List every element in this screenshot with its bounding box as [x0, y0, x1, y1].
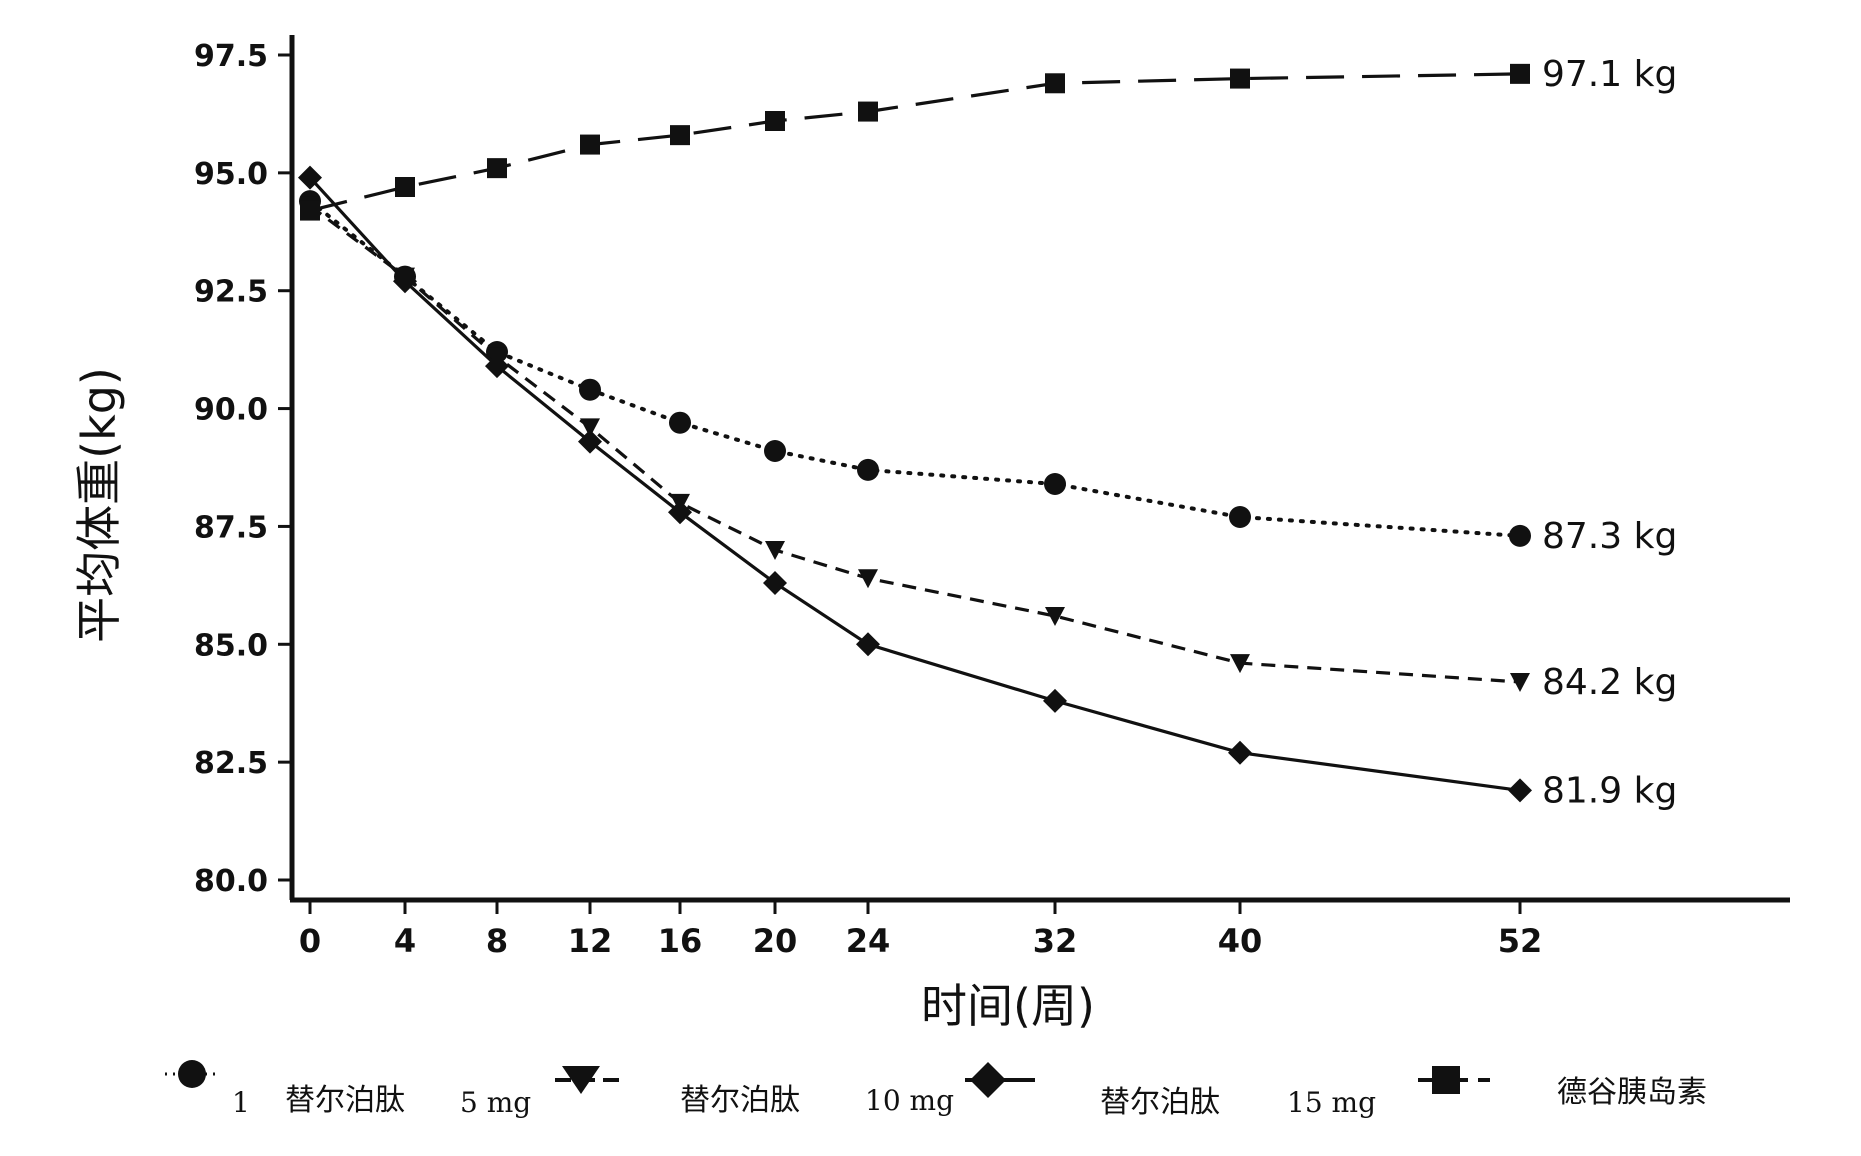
y-tick-label: 97.5 — [194, 39, 268, 74]
data-point-circle — [579, 378, 601, 401]
data-point-diamond — [668, 500, 692, 525]
legend-dose-3: 10 mg — [865, 1084, 954, 1117]
legend-dose-4: 15 mg — [1287, 1086, 1376, 1119]
data-point-square — [670, 125, 690, 146]
legend-item-square: 15 mg 德谷胰岛素 — [1287, 1066, 1707, 1119]
data-point-diamond — [1228, 740, 1252, 765]
data-point-diamond — [485, 354, 509, 379]
legend-triangle-marker — [562, 1066, 600, 1094]
legend-circle-marker — [178, 1060, 206, 1088]
y-tick-label: 85.0 — [194, 628, 268, 663]
x-tick-label: 24 — [846, 922, 891, 960]
x-tick-label: 4 — [394, 922, 416, 960]
data-point-square — [1045, 73, 1065, 94]
y-tick-label: 82.5 — [194, 746, 268, 781]
y-tick-label: 80.0 — [194, 864, 268, 899]
x-tick-label: 40 — [1218, 922, 1263, 960]
data-point-diamond — [1508, 778, 1532, 803]
data-point-diamond — [1043, 688, 1067, 713]
data-point-triangle — [765, 541, 785, 560]
x-tick-label: 0 — [299, 922, 321, 960]
data-point-diamond — [393, 269, 417, 294]
data-point-square — [580, 134, 600, 155]
plot-area: 80.0 82.5 85.0 87.5 90.0 92.5 95.0 97.5 0 4 8 12 16 2… — [194, 35, 1790, 960]
end-value-label: 81.9 kg — [1542, 770, 1677, 811]
data-point-diamond — [763, 571, 787, 595]
x-axis-label: 时间(周) — [921, 979, 1095, 1033]
x-tick-label: 32 — [1033, 922, 1078, 960]
y-tick-label: 95.0 — [194, 157, 268, 192]
x-tick-label: 12 — [568, 922, 613, 960]
y-tick-label: 90.0 — [194, 393, 268, 428]
data-point-circle — [669, 411, 691, 434]
legend-diamond-marker — [970, 1062, 1006, 1098]
data-point-square — [487, 158, 507, 179]
legend-drug-4: 德谷胰岛素 — [1557, 1075, 1707, 1110]
series-line-square — [309, 72, 1521, 213]
data-point-circle — [764, 440, 786, 462]
end-value-label: 84.2 kg — [1542, 662, 1677, 703]
y-axis-label: 平均体重(kg) — [72, 367, 126, 643]
data-point-circle — [1509, 524, 1531, 547]
legend-item-diamond: 10 mg 替尔泊肽 — [865, 1062, 1220, 1120]
legend-item-triangle: 5 mg 替尔泊肽 — [460, 1066, 800, 1119]
legend-drug-3: 替尔泊肽 — [1100, 1085, 1220, 1120]
x-tick-label: 52 — [1498, 922, 1543, 960]
data-point-circle — [1229, 506, 1251, 528]
legend-item-circle: 1 替尔泊肽 — [165, 1060, 405, 1119]
legend-dose-1: 1 — [232, 1086, 250, 1119]
data-point-triangle — [1230, 654, 1250, 674]
legend-drug-1: 替尔泊肽 — [285, 1083, 405, 1118]
data-point-triangle — [580, 418, 600, 438]
data-point-triangle — [1510, 673, 1530, 692]
data-point-square — [395, 177, 415, 197]
legend: 1 替尔泊肽 5 mg 替尔泊肽 10 mg 替尔泊肽 15 mg 德谷胰岛素 — [165, 1060, 1707, 1120]
x-tick-label: 8 — [486, 922, 508, 960]
data-point-square — [300, 200, 320, 221]
y-tick-label: 92.5 — [194, 275, 268, 310]
data-point-square — [1230, 68, 1250, 89]
data-point-triangle — [1045, 607, 1065, 626]
x-tick-label: 20 — [753, 922, 798, 960]
data-point-circle — [857, 458, 879, 481]
data-point-square — [858, 101, 878, 122]
x-tick-label: 16 — [658, 922, 703, 960]
data-point-diamond — [578, 429, 602, 454]
legend-square-marker — [1432, 1066, 1460, 1094]
series-line-circle — [308, 199, 1522, 538]
end-value-label: 87.3 kg — [1542, 516, 1677, 557]
data-point-diamond — [856, 632, 880, 657]
y-tick-label: 87.5 — [194, 510, 268, 545]
data-point-square — [1510, 63, 1530, 84]
series-line-diamond — [308, 176, 1521, 792]
data-point-square — [765, 111, 785, 131]
data-point-triangle — [858, 569, 878, 589]
data-point-diamond — [298, 165, 322, 190]
end-value-label: 97.1 kg — [1542, 54, 1677, 95]
legend-drug-2: 替尔泊肽 — [680, 1083, 800, 1118]
legend-dose-2: 5 mg — [460, 1086, 531, 1119]
data-point-circle — [1044, 473, 1066, 495]
